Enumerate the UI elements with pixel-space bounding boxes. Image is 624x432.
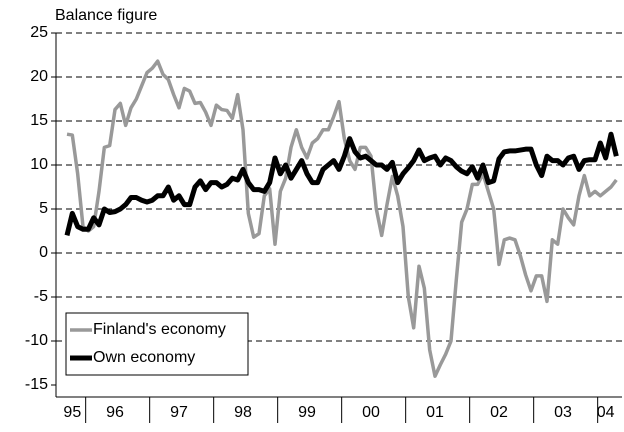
y-axis-label: Balance figure [55, 7, 157, 24]
y-tick-label: 25 [30, 24, 48, 41]
legend-label: Finland's economy [93, 321, 226, 338]
x-tick-label: 00 [362, 404, 380, 421]
y-tick-label: -10 [25, 332, 48, 349]
y-tick-label: 15 [30, 112, 48, 129]
x-tick-label: 98 [234, 404, 252, 421]
legend-box [65, 312, 249, 376]
y-tick-label: 20 [30, 68, 48, 85]
x-tick-label: 97 [170, 404, 188, 421]
legend-label: Own economy [93, 349, 195, 366]
x-tick-label: 96 [106, 404, 124, 421]
data-line [64, 131, 619, 236]
x-tick-label: 01 [426, 404, 444, 421]
y-tick-label: -5 [34, 288, 48, 305]
x-tick-label: 99 [298, 404, 316, 421]
y-tick-label: -15 [25, 376, 48, 393]
x-tick-label: 04 [597, 404, 615, 421]
data-line [66, 59, 618, 378]
x-tick-label: 03 [554, 404, 572, 421]
y-tick-label: 5 [39, 200, 48, 217]
y-tick-label: 0 [39, 244, 48, 261]
y-tick-label: 10 [30, 156, 48, 173]
x-tick-label: 02 [490, 404, 508, 421]
x-tick-label: 95 [63, 404, 81, 421]
